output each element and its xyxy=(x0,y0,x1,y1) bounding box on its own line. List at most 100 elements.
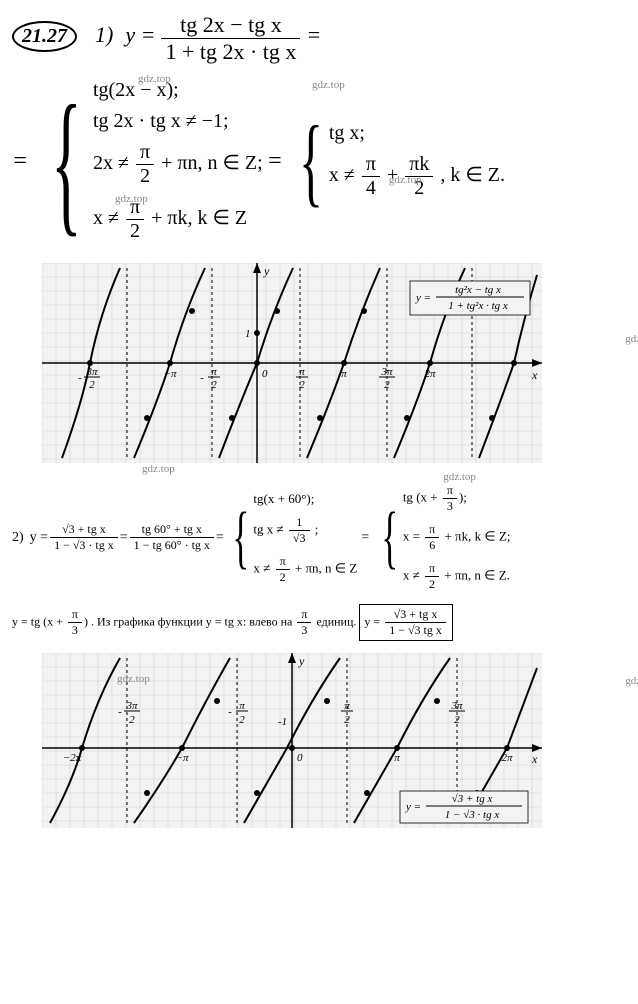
n: π xyxy=(425,522,439,538)
legend-y: y = xyxy=(405,801,421,813)
n: π xyxy=(68,607,82,623)
f-num: π xyxy=(136,141,154,165)
legend: y = tg²x − tg x 1 + tg²x · tg x xyxy=(410,281,530,315)
eq: = xyxy=(361,530,369,546)
f1: √3 + tg x 1 − √3 · tg x xyxy=(50,522,118,553)
sys2-l1: tg x; xyxy=(329,122,505,145)
n: π xyxy=(297,607,311,623)
d: 3 xyxy=(297,623,311,638)
zero: 0 xyxy=(297,752,303,764)
sys1-l4b: + πk, k ∈ Z xyxy=(151,207,247,229)
svg-text:2: 2 xyxy=(239,714,245,726)
problem-header: 21.27 1) y = tg 2x − tg x 1 + tg 2x · tg… xyxy=(12,12,626,65)
svg-text:−π: −π xyxy=(176,752,189,764)
svg-text:2π: 2π xyxy=(424,368,436,380)
sys1-lead-eq: = xyxy=(12,148,28,175)
neg1: -1 xyxy=(278,716,287,728)
svg-text:2: 2 xyxy=(454,714,460,726)
part2-label: 2) xyxy=(12,530,24,546)
t: x = xyxy=(403,528,420,543)
watermark: gdz.top xyxy=(443,471,476,483)
t: ; xyxy=(463,489,467,504)
svg-text:3π: 3π xyxy=(125,700,138,712)
t: + πn, n ∈ Z xyxy=(295,560,357,575)
zero: 0 xyxy=(262,368,268,380)
svg-text:3π: 3π xyxy=(380,366,393,378)
svg-text:2π: 2π xyxy=(501,752,513,764)
d: 3 xyxy=(443,499,457,514)
svg-text:2: 2 xyxy=(89,379,95,391)
svg-text:3π: 3π xyxy=(450,700,463,712)
t: x ≠ xyxy=(403,567,420,582)
t: + πn, n ∈ Z. xyxy=(444,567,510,582)
f-num: √3 + tg x xyxy=(50,522,118,538)
svg-text:2: 2 xyxy=(344,714,350,726)
watermark: gdz.top xyxy=(142,463,175,475)
t: y = tg xyxy=(12,614,40,628)
eq1-frac: tg 2x − tg x 1 + tg 2x · tg x xyxy=(161,12,300,65)
legend: y = √3 + tg x 1 − √3 · tg x xyxy=(400,791,528,823)
watermark: gdz.top xyxy=(138,73,171,85)
svg-text:π: π xyxy=(211,366,217,378)
y-label: y xyxy=(263,264,270,278)
sys2-l2a: x ≠ xyxy=(329,164,355,186)
eq1-den: 1 + tg 2x · tg x xyxy=(161,39,300,65)
svg-text:-: - xyxy=(200,372,204,384)
systems-row: = { gdz.top tg(2x − x); tg 2x · tg x ≠ −… xyxy=(12,71,626,251)
f-num: tg 60° + tg x xyxy=(130,522,214,538)
svg-text:−2π: −2π xyxy=(63,752,82,764)
one-label: 1 xyxy=(245,328,251,340)
boxed-eq: y = √3 + tg x1 − √3 tg x xyxy=(359,604,452,641)
sysA-l3: x ≠ π2 + πn, n ∈ Z xyxy=(253,554,357,585)
n: √3 + tg x xyxy=(385,607,446,623)
n: π xyxy=(443,483,457,499)
sys1-l4a: x ≠ xyxy=(93,207,119,229)
t: y = xyxy=(364,614,380,628)
t: x ≠ xyxy=(253,560,270,575)
chart1: gdz.top xyxy=(42,263,626,463)
n: 1 xyxy=(289,515,310,531)
d: √3 xyxy=(289,531,310,546)
legend-y: y = xyxy=(415,292,431,304)
t: tg x ≠ xyxy=(253,521,283,536)
legend-num: √3 + tg x xyxy=(452,793,493,805)
f-den: 1 − tg 60° · tg x xyxy=(130,538,214,553)
legend-den: 1 − √3 · tg x xyxy=(445,809,500,821)
watermark: gdz.top xyxy=(625,675,638,687)
sys-mid-eq: = xyxy=(267,148,283,175)
watermark: gdz.top xyxy=(312,79,345,91)
desc: y = tg (x + π3) . Из графика функции y =… xyxy=(12,604,626,641)
sysB-l2: x = π6 + πk, k ∈ Z; xyxy=(403,522,511,553)
sys2: { tg x; x ≠ π4 + πk2 , k ∈ Z. gdz.top xyxy=(287,118,505,204)
n: π xyxy=(276,554,290,570)
eq1-tail: = xyxy=(306,22,321,47)
y-label: y xyxy=(298,654,305,668)
sys1-l3b: + πn, n ∈ Z; xyxy=(161,152,263,174)
chart2: gdz.top gdz.top y xyxy=(42,653,626,828)
chart1-svg: y x 1 0 - 3π 2 −π - π 2 π 2 π 3π 2 2π y … xyxy=(42,263,542,463)
watermark: gdz.top xyxy=(389,174,422,186)
sysB-l3: x ≠ π2 + πn, n ∈ Z. xyxy=(403,561,511,592)
legend-den: 1 + tg²x · tg x xyxy=(448,300,508,312)
svg-text:-: - xyxy=(228,706,232,718)
f-den: 1 − √3 · tg x xyxy=(50,538,118,553)
t: + πk, k ∈ Z; xyxy=(444,528,510,543)
sysA-l1: tg(x + 60°); xyxy=(253,491,357,507)
svg-text:-: - xyxy=(118,706,122,718)
f-num: π xyxy=(362,153,380,177)
t: x + xyxy=(47,614,63,628)
sys1-l3: 2x ≠ π2 + πn, n ∈ Z; xyxy=(93,141,263,188)
eq1-num: tg 2x − tg x xyxy=(161,12,300,39)
brace-icon: { xyxy=(232,517,249,559)
sysB: gdz.top { tg (x + π3); x = π6 + πk, k ∈ … xyxy=(373,479,510,596)
t: . Из графика функции y = tg x: влево на xyxy=(91,614,292,628)
sys2-l2b: , k ∈ Z. xyxy=(440,164,505,186)
d: 3 xyxy=(68,623,82,638)
d: 6 xyxy=(425,538,439,553)
f-den: 4 xyxy=(362,177,380,200)
svg-text:π: π xyxy=(299,366,305,378)
svg-text:3π: 3π xyxy=(85,366,98,378)
watermark: gdz.top xyxy=(115,193,148,205)
legend-num: tg²x − tg x xyxy=(455,284,501,296)
f-den: 2 xyxy=(136,165,154,188)
